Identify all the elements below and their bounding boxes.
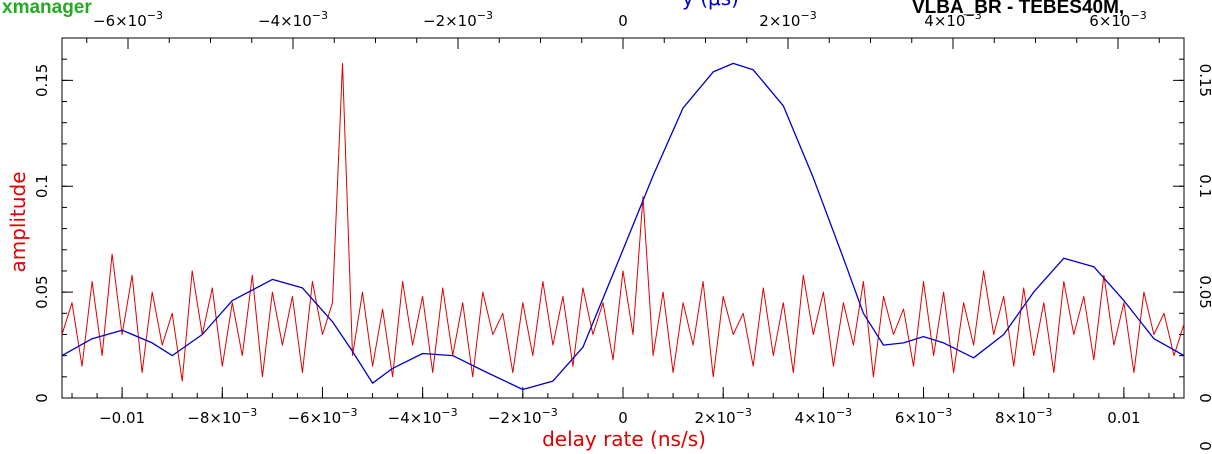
x-tick-label: 2×10−3	[694, 406, 751, 427]
tick-label-layer: −0.01 −8×10−3 −6×10−3 −4×10−3 −2×10−3 0 2×10−3…	[33, 9, 1212, 451]
y-tick-label-right-base: 0.1	[1196, 174, 1212, 198]
top-tick-label: −4×10−3	[258, 9, 328, 30]
y-tick-label-base: 0.05	[33, 275, 51, 308]
y-tick-label-right: 0	[1196, 393, 1212, 403]
top-tick-label-base: 2×10	[759, 12, 800, 30]
x-tick-label: −4×10−3	[388, 406, 458, 427]
app-title: xmanager	[2, 0, 92, 18]
y-tick-label-base: 0.15	[33, 64, 51, 97]
x-tick-label-exponent: −3	[441, 406, 457, 419]
y-tick-label-right: 0.05	[1196, 275, 1212, 308]
top-tick-label-base: 6×10	[1089, 12, 1130, 30]
x-tick-label: 6×10−3	[895, 406, 952, 427]
x-tick-label-base: 0	[618, 409, 628, 427]
top-tick-label-exponent: −3	[965, 9, 981, 22]
x-tick-label: 0.01	[1107, 409, 1140, 427]
top-tick-label: 4×10−3	[924, 9, 981, 30]
top-tick-label: 6×10−3	[1089, 9, 1146, 30]
x-tick-label: −2×10−3	[488, 406, 558, 427]
x-tick-label-base: 4×10	[795, 409, 836, 427]
top-tick-label-base: 0	[618, 12, 628, 30]
axes-frame-layer	[61, 37, 1185, 399]
x-tick-label: −0.01	[99, 409, 145, 427]
top-tick-label: −2×10−3	[423, 9, 493, 30]
delay-series-line	[61, 62, 1185, 391]
y-tick-label-right-base: 0.15	[1196, 64, 1212, 97]
top-tick-label-exponent: −3	[800, 9, 816, 22]
top-tick-label-base: −4×10	[258, 12, 312, 30]
x-tick-label-base: 8×10	[995, 409, 1036, 427]
top-tick-label-exponent: −3	[147, 9, 163, 22]
x-tick-label-exponent: −3	[341, 406, 357, 419]
top-tick-label-base: −6×10	[93, 12, 147, 30]
y-tick-label-right-base: 0.05	[1196, 275, 1212, 308]
y-axis-title: amplitude	[6, 171, 30, 272]
x-tick-label-exponent: −3	[936, 406, 952, 419]
x-tick-label-exponent: −3	[736, 406, 752, 419]
top-tick-label-exponent: −3	[312, 9, 328, 22]
x-tick-label-exponent: −3	[1036, 406, 1052, 419]
top-tick-label-base: −2×10	[423, 12, 477, 30]
amplitude-series-line	[61, 62, 1185, 382]
x-tick-label-base: 6×10	[895, 409, 936, 427]
right-axis-extra-label-base: 0	[1196, 441, 1212, 451]
plot-frame	[61, 37, 1185, 399]
x-axis-title: delay rate (ns/s)	[542, 427, 706, 451]
x-tick-label-exponent: −3	[241, 406, 257, 419]
x-tick-label-base: −0.01	[99, 409, 145, 427]
x-tick-label-exponent: −3	[542, 406, 558, 419]
x-tick-label: −6×10−3	[287, 406, 357, 427]
y-tick-label: 0.1	[33, 174, 51, 198]
top-axis-partial-label: y (μs)	[682, 0, 739, 10]
x-tick-label: 0	[618, 409, 628, 427]
top-tick-label: −6×10−3	[93, 9, 163, 30]
y-tick-label: 0.15	[33, 64, 51, 97]
x-tick-label: 4×10−3	[795, 406, 852, 427]
right-axis-extra-label: 0	[1196, 441, 1212, 451]
top-tick-label: 0	[618, 12, 628, 30]
x-tick-label-base: −8×10	[187, 409, 241, 427]
baseline-title: VLBA_BR - TEBES40M,	[912, 0, 1124, 18]
y-tick-label-right: 0.15	[1196, 64, 1212, 97]
y-tick-label: 0	[33, 393, 51, 403]
y-tick-label-base: 0.1	[33, 174, 51, 198]
x-tick-label-base: −4×10	[388, 409, 442, 427]
x-tick-label-exponent: −3	[836, 406, 852, 419]
y-tick-label-right-base: 0	[1196, 393, 1212, 403]
top-tick-label-exponent: −3	[477, 9, 493, 22]
y-tick-label-base: 0	[33, 393, 51, 403]
x-tick-label-base: −2×10	[488, 409, 542, 427]
x-tick-label-base: 2×10	[694, 409, 735, 427]
top-tick-label: 2×10−3	[759, 9, 816, 30]
x-tick-label: −8×10−3	[187, 406, 257, 427]
x-tick-label: 8×10−3	[995, 406, 1052, 427]
y-tick-label-right: 0.1	[1196, 174, 1212, 198]
x-tick-label-base: 0.01	[1107, 409, 1140, 427]
series-layer	[61, 62, 1185, 391]
top-tick-label-exponent: −3	[1130, 9, 1146, 22]
x-tick-label-base: −6×10	[287, 409, 341, 427]
top-tick-label-base: 4×10	[924, 12, 965, 30]
y-tick-label: 0.05	[33, 275, 51, 308]
